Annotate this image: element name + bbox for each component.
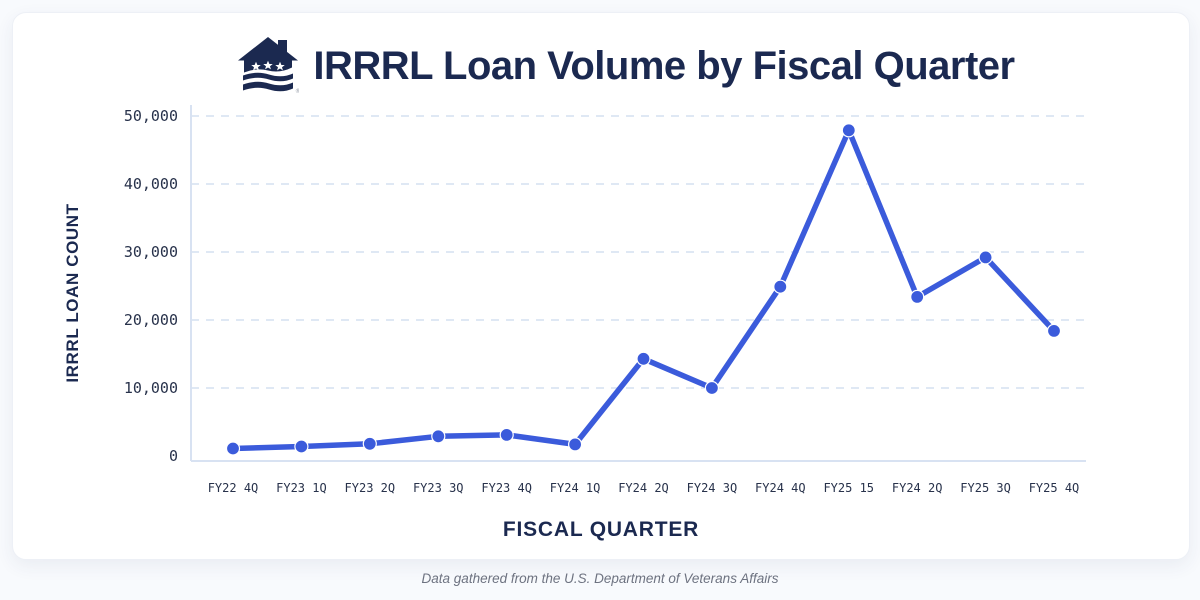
data-point-marker [1046, 323, 1062, 338]
chart-card: ® IRRRL Loan Volume by Fiscal Quarter IR… [12, 12, 1190, 560]
y-tick-label: 40,000 [124, 175, 178, 193]
y-tick-label: 30,000 [124, 243, 178, 261]
logo-stars [251, 60, 286, 71]
x-tick-label: FY23 3Q [413, 481, 464, 495]
logo-stripe-2 [243, 81, 294, 92]
x-tick-label: FY23 1Q [276, 481, 327, 495]
y-tick-label: 0 [169, 447, 178, 465]
line-chart-plot: 0 10,000 20,000 30,000 40,000 50,000 FY22 4Q FY… [124, 105, 1086, 495]
x-tick-label: FY24 3Q [687, 481, 738, 495]
x-tick-label: FY24 1Q [550, 481, 601, 495]
data-point-marker [567, 437, 583, 452]
logo-stripe-1 [243, 72, 294, 82]
va-house-flag-logo: ® [238, 37, 299, 95]
chart-title: IRRRL Loan Volume by Fiscal Quarter [313, 43, 1015, 88]
x-tick-label: FY25 15 [823, 481, 874, 495]
x-tick-label: FY23 2Q [345, 481, 396, 495]
data-point-marker [773, 279, 788, 294]
data-point-marker [431, 429, 446, 444]
data-line [230, 127, 1057, 452]
data-point-marker [225, 441, 241, 456]
x-tick-label: FY22 4Q [208, 481, 259, 495]
y-tick-label: 20,000 [124, 311, 178, 329]
x-tick-label: FY24 2Q [892, 481, 943, 495]
logo-chimney [278, 40, 288, 54]
x-tick-label: FY25 3Q [960, 481, 1011, 495]
y-tick-label: 50,000 [124, 107, 178, 125]
y-tick-label: 10,000 [124, 379, 178, 397]
registered-mark-icon: ® [295, 88, 299, 95]
x-tick-label: FY24 2Q [618, 481, 669, 495]
data-point-marker [636, 351, 651, 366]
chart-header: ® IRRRL Loan Volume by Fiscal Quarter [38, 37, 1200, 95]
data-point-marker [704, 380, 720, 396]
x-tick-label: FY24 4Q [755, 481, 806, 495]
data-point-marker [841, 123, 856, 138]
data-point-marker [499, 427, 514, 442]
data-point-marker [910, 289, 925, 304]
x-axis-title: FISCAL QUARTER [502, 518, 700, 541]
data-point-marker [362, 436, 377, 451]
data-point-marker [978, 250, 993, 265]
x-tick-label: FY25 4Q [1029, 481, 1080, 495]
data-point-marker [294, 439, 309, 454]
source-note: Data gathered from the U.S. Department o… [421, 571, 779, 586]
logo-roof [238, 37, 299, 61]
x-tick-label: FY23 4Q [481, 481, 532, 495]
